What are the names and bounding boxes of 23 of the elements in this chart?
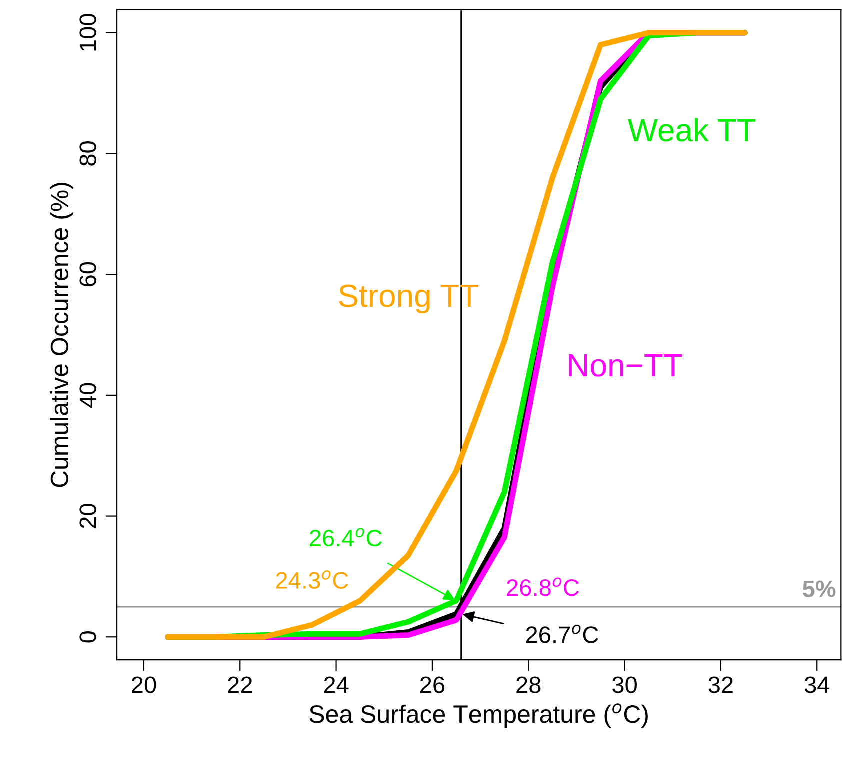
x-tick-label: 30 [612, 676, 637, 694]
x-tick-label: 26 [420, 676, 445, 694]
y-tick-label: 20 [80, 504, 96, 528]
x-tick-label: 20 [132, 676, 156, 694]
y-tick-label: 60 [80, 262, 96, 287]
x-tick-label: 34 [804, 676, 830, 694]
ref-line-label: 5% [802, 580, 836, 598]
y-axis-title: Cumulative Occurrence (%) [50, 183, 74, 488]
y-tick-label: 0 [80, 631, 96, 643]
annotation: 26.7$^{o}$C [526, 624, 598, 644]
y-tick-label: 40 [80, 383, 96, 408]
series-label: Non−TT [569, 354, 682, 377]
annotation: 26.8$^{o}$C [507, 578, 580, 596]
annotation: 24.3$^{o}$C [276, 570, 348, 589]
x-tick-label: 32 [708, 676, 733, 694]
x-axis-title: Sea Surface Temperature ($^{o}$C) [310, 704, 648, 728]
annotation: 26.4$^{o}$C [310, 528, 382, 547]
x-tick-label: 24 [324, 676, 349, 694]
series-label: Weak TT [628, 118, 756, 142]
x-tick-label: 22 [228, 676, 252, 694]
x-tick-label: 28 [516, 676, 541, 694]
y-tick-label: 80 [80, 142, 96, 166]
y-tick-label: 100 [80, 14, 96, 51]
